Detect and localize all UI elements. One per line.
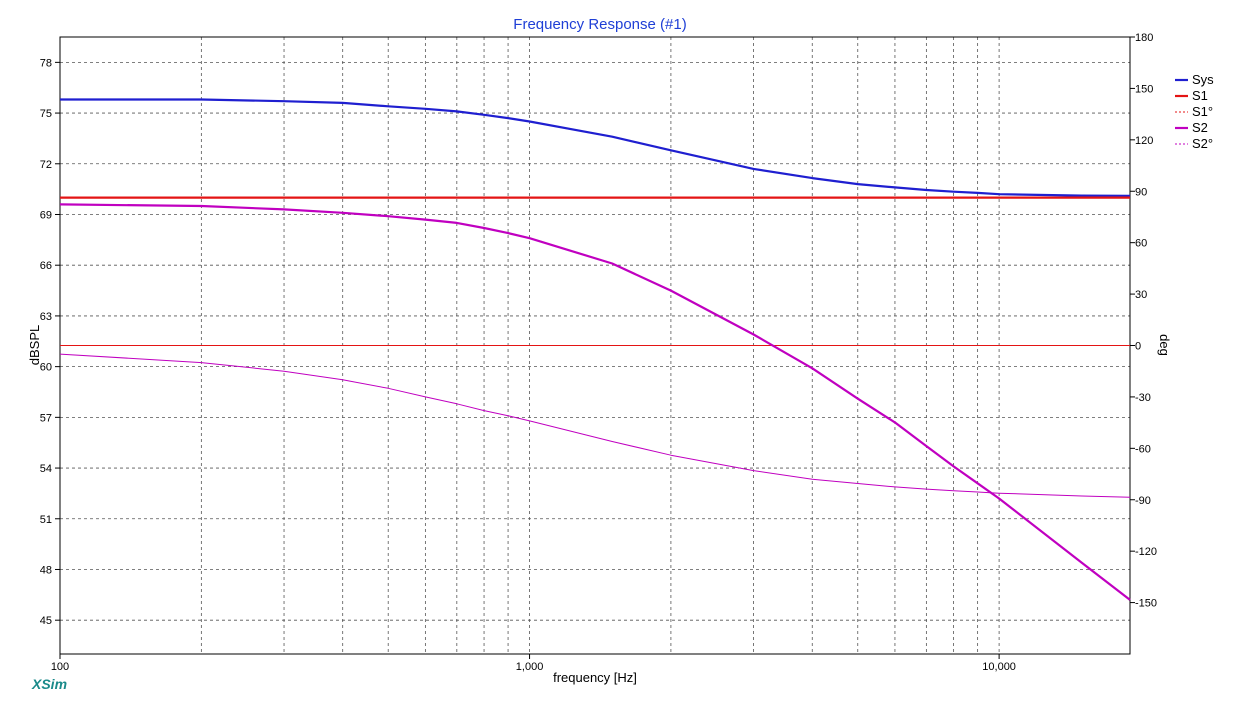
y-axis-label: dBSPL <box>27 325 42 365</box>
y2-tick-label-4: -30 <box>1135 392 1151 404</box>
x-tick-label-2: 10,000 <box>982 661 1016 673</box>
y-tick-label-2: 51 <box>40 514 52 526</box>
y-tick-label-8: 69 <box>40 209 52 221</box>
legend-label-s1: S1 <box>1192 88 1208 103</box>
legend-label-s2: S2 <box>1192 120 1208 135</box>
y2-tick-label-3: -60 <box>1135 443 1151 455</box>
y-tick-label-9: 72 <box>40 159 52 171</box>
y2-tick-label-7: 60 <box>1135 238 1147 250</box>
y2-tick-label-11: 180 <box>1135 32 1153 44</box>
series-s2-phase-line <box>59 353 1131 498</box>
y2-tick-label-8: 90 <box>1135 186 1147 198</box>
y-tick-label-5: 60 <box>40 362 52 374</box>
x-tick-label-1: 1,000 <box>516 661 544 673</box>
x-tick-label-0: 100 <box>51 661 69 673</box>
legend-label-sys: Sys <box>1192 72 1214 87</box>
series-layer <box>59 98 1131 601</box>
x-axis-label: frequency [Hz] <box>553 670 637 685</box>
y-tick-label-3: 54 <box>40 463 52 475</box>
y-tick-label-11: 78 <box>40 57 52 69</box>
y2-tick-label-10: 150 <box>1135 83 1153 95</box>
y-tick-label-10: 75 <box>40 108 52 120</box>
y2-tick-label-6: 30 <box>1135 289 1147 301</box>
legend-label-s2-phase: S2° <box>1192 136 1213 151</box>
y2-tick-label-9: 120 <box>1135 135 1153 147</box>
y2-tick-label-1: -120 <box>1135 546 1157 558</box>
y-tick-label-0: 45 <box>40 615 52 627</box>
x-axis-ticks: 100 1,000 10,000 <box>51 654 1016 673</box>
series-sys-line <box>60 98 1131 197</box>
right-axis-ticks: -150 -120 -90 -60 -30 0 30 60 90 120 150 180 <box>1130 32 1157 610</box>
y2-tick-label-5: 0 <box>1135 341 1141 353</box>
y-tick-label-7: 66 <box>40 260 52 272</box>
left-axis-ticks: 45 48 51 54 57 60 63 66 69 72 75 78 <box>40 57 60 627</box>
chart-title: Frequency Response (#1) <box>513 16 686 33</box>
y2-axis-label: deg <box>1157 334 1172 356</box>
y-tick-label-6: 63 <box>40 311 52 323</box>
series-s2-line <box>59 203 1131 601</box>
y-tick-label-1: 48 <box>40 564 52 576</box>
xsim-brand-logo: XSim <box>31 676 67 692</box>
y2-tick-label-0: -150 <box>1135 598 1157 610</box>
legend-label-s1-phase: S1° <box>1192 104 1213 119</box>
y2-tick-label-2: -90 <box>1135 495 1151 507</box>
y-tick-label-4: 57 <box>40 412 52 424</box>
